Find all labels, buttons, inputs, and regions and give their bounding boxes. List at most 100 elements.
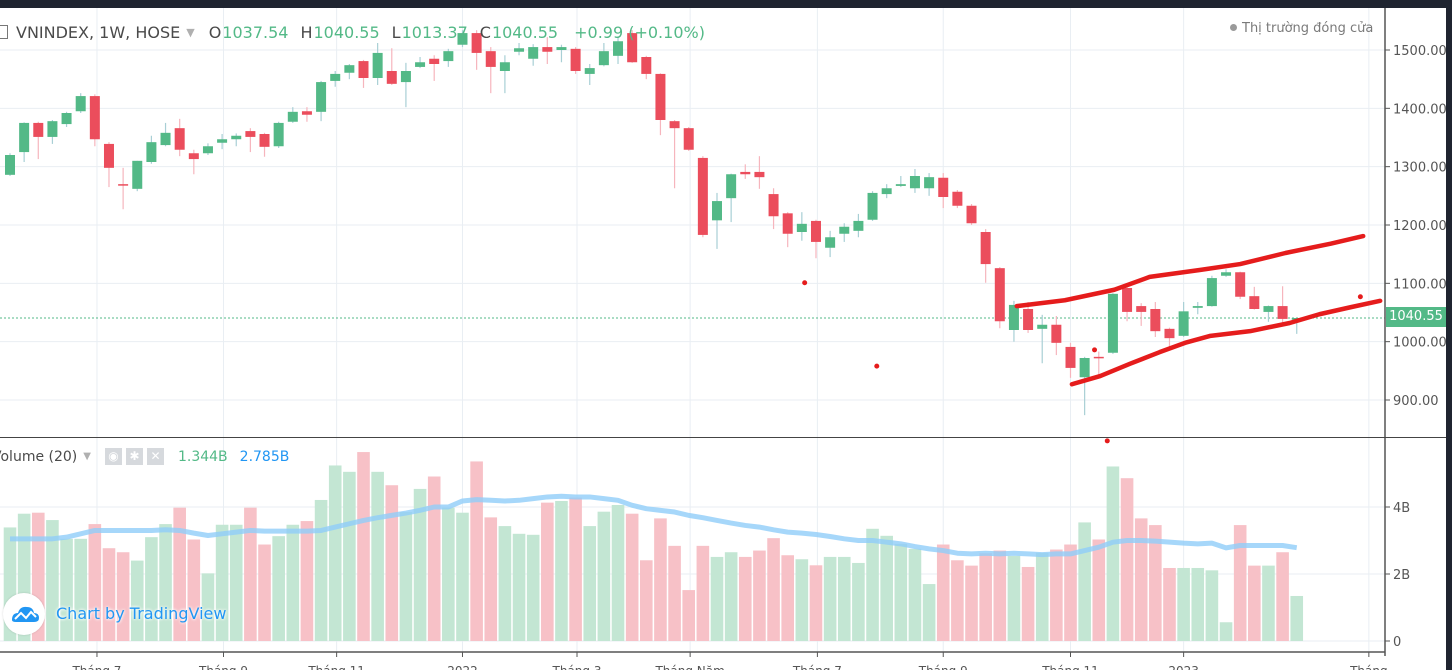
volume-bar[interactable] <box>993 550 1007 641</box>
volume-bar[interactable] <box>965 565 978 641</box>
candle[interactable] <box>1178 301 1189 337</box>
candle[interactable] <box>655 73 666 136</box>
volume-bar[interactable] <box>738 556 752 641</box>
candle[interactable] <box>1093 351 1104 378</box>
volume-bar[interactable] <box>1248 565 1261 641</box>
volume-bar[interactable] <box>512 533 526 641</box>
tradingview-credit[interactable]: Chart by TradingView <box>56 604 227 623</box>
candle[interactable] <box>202 143 213 155</box>
candle[interactable] <box>810 219 821 259</box>
volume-title[interactable]: Volume (20) <box>0 448 78 465</box>
candle[interactable] <box>47 119 58 144</box>
candle[interactable] <box>344 63 355 80</box>
trend-line-lower-line[interactable] <box>1069 298 1383 387</box>
annotation-dot[interactable] <box>1104 438 1110 444</box>
volume-bar[interactable] <box>640 560 653 641</box>
volume-bar[interactable] <box>781 555 794 641</box>
candle[interactable] <box>726 173 737 223</box>
candle[interactable] <box>485 47 496 94</box>
volume-bar[interactable] <box>951 560 964 641</box>
volume-bar[interactable] <box>385 485 399 641</box>
volume-bar[interactable] <box>286 524 300 641</box>
candle[interactable] <box>118 167 129 210</box>
volume-bar[interactable] <box>343 471 356 641</box>
candle[interactable] <box>245 128 256 153</box>
candle[interactable] <box>301 107 312 122</box>
gear-icon[interactable]: ✱ <box>125 448 143 465</box>
volume-bar[interactable] <box>258 544 271 641</box>
volume-bar[interactable] <box>1262 565 1275 641</box>
volume-bar[interactable] <box>795 559 809 641</box>
volume-bar[interactable] <box>1092 539 1106 641</box>
annotation-dot[interactable] <box>874 363 880 369</box>
candle[interactable] <box>683 126 694 151</box>
candle[interactable] <box>5 153 15 176</box>
volume-bar[interactable] <box>1276 552 1289 641</box>
candle[interactable] <box>966 203 977 225</box>
candle[interactable] <box>867 191 878 221</box>
volume-bar[interactable] <box>201 573 215 641</box>
candle[interactable] <box>400 62 411 108</box>
trend-line-upper-line[interactable] <box>1014 233 1366 309</box>
volume-bar[interactable] <box>102 548 116 641</box>
volume-bar[interactable] <box>498 526 512 641</box>
candle[interactable] <box>188 149 199 175</box>
volume-bar[interactable] <box>357 452 370 641</box>
candle[interactable] <box>895 175 906 188</box>
volume-bar[interactable] <box>852 562 865 641</box>
volume-bar[interactable] <box>427 476 441 641</box>
volume-bar[interactable] <box>470 461 483 641</box>
volume-bar[interactable] <box>866 528 879 641</box>
candle[interactable] <box>273 121 284 148</box>
volume-bar[interactable] <box>1290 595 1304 641</box>
chevron-down-icon[interactable]: ▼ <box>186 25 195 39</box>
volume-bar[interactable] <box>371 471 384 641</box>
candle[interactable] <box>1079 356 1090 416</box>
candle[interactable] <box>528 44 539 66</box>
annotation-dot[interactable] <box>802 280 808 286</box>
candle[interactable] <box>881 184 892 199</box>
price-pane[interactable] <box>0 30 1385 416</box>
candle[interactable] <box>1136 303 1147 326</box>
candle[interactable] <box>415 56 426 69</box>
volume-bar[interactable] <box>215 524 229 641</box>
candle[interactable] <box>839 223 850 242</box>
annotation-dot[interactable] <box>1357 294 1363 300</box>
candle[interactable] <box>796 212 807 241</box>
volume-bar[interactable] <box>541 502 554 641</box>
candle[interactable] <box>641 55 652 80</box>
volume-bar[interactable] <box>654 518 667 641</box>
volume-bar[interactable] <box>583 526 597 641</box>
volume-bar[interactable] <box>894 543 908 641</box>
candle[interactable] <box>1249 286 1260 310</box>
volume-bar[interactable] <box>880 535 893 641</box>
volume-bar[interactable] <box>1106 466 1120 641</box>
candle[interactable] <box>768 188 779 230</box>
candle[interactable] <box>146 135 157 164</box>
candle[interactable] <box>174 118 185 157</box>
candle[interactable] <box>287 107 298 123</box>
candle[interactable] <box>316 80 327 122</box>
candle[interactable] <box>938 173 949 209</box>
candle[interactable] <box>542 37 553 64</box>
candle[interactable] <box>429 55 440 81</box>
volume-bar[interactable] <box>74 538 87 641</box>
candle[interactable] <box>613 37 624 64</box>
candle[interactable] <box>471 30 482 70</box>
candle[interactable] <box>754 156 765 189</box>
symbol-title[interactable]: VNINDEX, 1W, HOSE <box>16 22 181 42</box>
eye-icon[interactable]: ◉ <box>104 448 122 465</box>
volume-bar[interactable] <box>1120 478 1134 641</box>
candle[interactable] <box>61 111 72 127</box>
candle[interactable] <box>980 229 991 283</box>
volume-bar[interactable] <box>597 511 611 641</box>
volume-bar[interactable] <box>399 512 413 641</box>
volume-bar[interactable] <box>116 552 130 641</box>
candle[interactable] <box>499 55 510 94</box>
volume-bar[interactable] <box>46 520 59 641</box>
candle[interactable] <box>1023 301 1034 333</box>
volume-bar[interactable] <box>823 556 837 641</box>
volume-bar[interactable] <box>1021 566 1035 641</box>
tradingview-logo[interactable] <box>3 593 45 635</box>
